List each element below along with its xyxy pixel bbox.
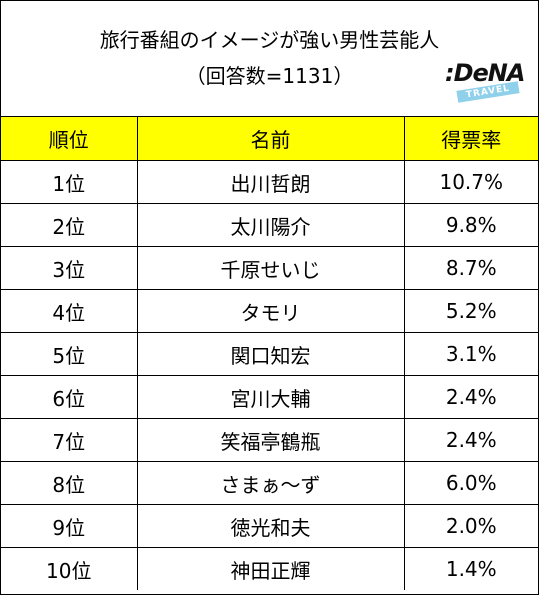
cell-vote-rate: 5.2% <box>403 289 538 333</box>
cell-rank: 8位 <box>1 461 138 505</box>
ranking-table: 順位 名前 得票率 1位 出川哲朗 10.7% 2位 太川陽介 9.8% 3位 千原せいじ 8.… <box>1 116 538 590</box>
cell-rank: 1位 <box>1 160 138 204</box>
cell-name: 出川哲朗 <box>136 160 405 204</box>
cell-rank: 9位 <box>1 504 138 548</box>
table-row: 7位 笑福亭鶴瓶 2.4% <box>1 418 538 462</box>
cell-rank: 5位 <box>1 332 138 376</box>
cell-rank: 10位 <box>1 547 138 590</box>
cell-name: さまぁ～ず <box>136 461 405 505</box>
cell-name: タモリ <box>136 289 405 333</box>
cell-rank: 7位 <box>1 418 138 462</box>
cell-rank: 4位 <box>1 289 138 333</box>
header-vote-rate: 得票率 <box>403 116 538 161</box>
table-row: 6位 宮川大輔 2.4% <box>1 375 538 419</box>
table-row: 1位 出川哲朗 10.7% <box>1 160 538 204</box>
cell-rank: 3位 <box>1 246 138 290</box>
cell-name: 神田正輝 <box>136 547 405 590</box>
cell-name: 太川陽介 <box>136 203 405 247</box>
cell-name: 関口知宏 <box>136 332 405 376</box>
cell-rank: 6位 <box>1 375 138 419</box>
table-row: 4位 タモリ 5.2% <box>1 289 538 333</box>
header-name: 名前 <box>136 116 405 161</box>
cell-vote-rate: 8.7% <box>403 246 538 290</box>
header-rank: 順位 <box>1 116 138 161</box>
cell-vote-rate: 6.0% <box>403 461 538 505</box>
cell-vote-rate: 1.4% <box>403 547 538 590</box>
title-area: 旅行番組のイメージが強い男性芸能人 （回答数=1131） :DeNA TRAVE… <box>1 1 538 116</box>
dena-travel-logo: :DeNA TRAVEL <box>445 59 525 103</box>
table-header-row: 順位 名前 得票率 <box>1 116 538 161</box>
cell-vote-rate: 3.1% <box>403 332 538 376</box>
cell-vote-rate: 10.7% <box>403 160 538 204</box>
cell-rank: 2位 <box>1 203 138 247</box>
table-row: 9位 徳光和夫 2.0% <box>1 504 538 548</box>
table-row: 8位 さまぁ～ず 6.0% <box>1 461 538 505</box>
table-row: 5位 関口知宏 3.1% <box>1 332 538 376</box>
chart-title: 旅行番組のイメージが強い男性芸能人 <box>99 28 440 52</box>
cell-name: 徳光和夫 <box>136 504 405 548</box>
cell-name: 笑福亭鶴瓶 <box>136 418 405 462</box>
cell-vote-rate: 2.0% <box>403 504 538 548</box>
cell-vote-rate: 2.4% <box>403 375 538 419</box>
table-row: 3位 千原せいじ 8.7% <box>1 246 538 290</box>
cell-name: 宮川大輔 <box>136 375 405 419</box>
table-row: 10位 神田正輝 1.4% <box>1 547 538 590</box>
cell-vote-rate: 2.4% <box>403 418 538 462</box>
cell-name: 千原せいじ <box>136 246 405 290</box>
cell-vote-rate: 9.8% <box>403 203 538 247</box>
table-row: 2位 太川陽介 9.8% <box>1 203 538 247</box>
chart-subtitle: （回答数=1131） <box>185 64 354 88</box>
